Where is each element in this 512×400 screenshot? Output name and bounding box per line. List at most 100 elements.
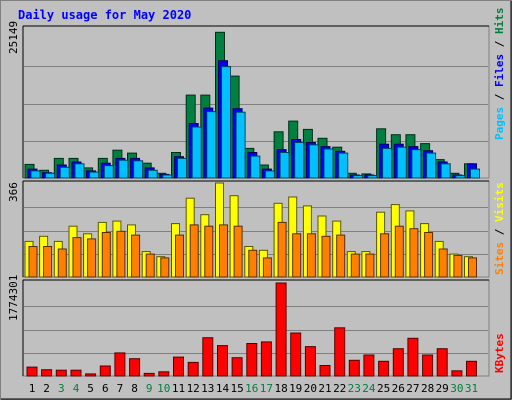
x-tick-label-day-7: 7	[117, 382, 124, 395]
bar-kbytes-day-3	[55, 369, 67, 377]
x-tick-label-day-29: 29	[436, 382, 449, 395]
x-tick-label-day-18: 18	[274, 382, 287, 395]
bar-kbytes-day-18	[275, 282, 287, 377]
x-tick-label-day-14: 14	[216, 382, 230, 395]
panel-visits-sites: 366 Sites / Visits	[7, 180, 506, 278]
bar-sites-day-19	[292, 233, 302, 278]
bars	[26, 282, 477, 377]
bar-pages-day-4	[74, 163, 85, 179]
bar-kbytes-day-25	[378, 360, 390, 377]
bar-kbytes-day-10	[158, 371, 170, 377]
bar-pages-day-15	[235, 111, 246, 179]
bar-pages-day-10	[162, 174, 173, 179]
x-tick-label-day-28: 28	[421, 382, 434, 395]
bar-kbytes-day-28	[422, 354, 434, 377]
x-tick-label-day-11: 11	[172, 382, 185, 395]
legend-part: Pages	[493, 107, 506, 140]
bar-pages-day-6	[103, 165, 114, 179]
bar-pages-day-28	[426, 152, 437, 179]
x-tick-label-day-8: 8	[131, 382, 138, 395]
legend-part: Sites	[493, 242, 506, 275]
bar-sites-day-14	[219, 224, 228, 278]
x-tick-label-day-20: 20	[304, 382, 317, 395]
bar-kbytes-day-15	[231, 357, 243, 377]
bar-sites-day-5	[87, 238, 97, 278]
bar-pages-day-2	[45, 172, 56, 179]
bar-pages-day-5	[89, 171, 100, 179]
x-tick-label-day-31: 31	[465, 382, 478, 395]
bar-kbytes-day-17	[260, 341, 272, 377]
bar-kbytes-day-22	[334, 327, 346, 377]
x-tick-label-day-27: 27	[406, 382, 419, 395]
bar-sites-day-6	[101, 232, 111, 278]
bar-sites-day-22	[336, 234, 346, 278]
x-axis-day-labels: 1 2 3 4 5 6 7 8 9 10 11 12 13 14 15 16 17 18 19 20 21 22 23 24 2…	[29, 382, 478, 395]
bar-kbytes-day-16	[246, 343, 258, 377]
bar-kbytes-day-27	[407, 337, 419, 377]
legend-part: KBytes	[493, 333, 506, 373]
bar-kbytes-day-7	[114, 352, 126, 377]
bar-sites-day-27	[409, 228, 419, 278]
y-max-label: 366	[7, 182, 20, 202]
bar-kbytes-day-13	[202, 337, 214, 377]
legend-part: Files	[493, 54, 506, 87]
bar-sites-day-29	[438, 248, 448, 278]
bar-kbytes-day-29	[436, 348, 448, 377]
x-tick-label-day-6: 6	[102, 382, 109, 395]
bar-pages-day-12	[191, 126, 202, 179]
bar-sites-day-7	[116, 230, 126, 278]
bar-kbytes-day-23	[348, 359, 360, 377]
bar-pages-day-27	[411, 149, 422, 179]
bar-kbytes-day-24	[363, 354, 375, 377]
bar-sites-day-15	[233, 225, 243, 278]
bar-pages-day-8	[133, 160, 144, 179]
bar-pages-day-22	[338, 152, 349, 179]
bar-pages-day-23	[352, 175, 363, 179]
x-tick-label-day-23: 23	[348, 382, 361, 395]
x-tick-label-day-3: 3	[58, 382, 65, 395]
bar-pages-day-29	[440, 163, 451, 179]
bar-sites-day-12	[189, 224, 199, 278]
legend-part: /	[493, 34, 506, 54]
x-tick-label-day-5: 5	[87, 382, 94, 395]
bar-kbytes-day-20	[304, 346, 316, 377]
legend-part: Hits	[493, 8, 506, 35]
bar-pages-day-7	[118, 159, 129, 179]
bar-sites-day-21	[321, 235, 331, 278]
x-tick-label-day-2: 2	[43, 382, 50, 395]
x-tick-label-day-16: 16	[245, 382, 258, 395]
bar-kbytes-day-11	[173, 356, 184, 377]
bar-kbytes-day-26	[392, 348, 404, 377]
x-tick-label-day-22: 22	[333, 382, 346, 395]
bar-kbytes-day-31	[466, 360, 477, 377]
bars	[24, 31, 480, 179]
bar-sites-day-20	[306, 233, 316, 278]
x-tick-label-day-9: 9	[146, 382, 153, 395]
bar-sites-day-25	[380, 233, 390, 278]
bar-kbytes-day-4	[70, 369, 82, 377]
bar-pages-day-19	[294, 142, 305, 179]
legend-part: Visits	[493, 182, 506, 222]
bar-kbytes-day-30	[451, 370, 463, 377]
bar-kbytes-day-6	[99, 365, 111, 377]
bar-sites-day-13	[204, 225, 214, 278]
x-tick-label-day-17: 17	[260, 382, 273, 395]
legend: Pages / Files / Hits	[493, 8, 506, 141]
bar-pages-day-11	[177, 157, 187, 179]
bar-kbytes-day-19	[290, 332, 302, 377]
x-tick-label-day-30: 30	[450, 382, 463, 395]
bar-sites-day-26	[394, 225, 404, 278]
bar-pages-day-14	[221, 66, 231, 179]
bar-pages-day-24	[367, 175, 378, 179]
x-tick-label-day-25: 25	[377, 382, 390, 395]
bar-sites-day-30	[453, 254, 463, 278]
bar-sites-day-10	[160, 257, 170, 278]
bar-pages-day-13	[206, 111, 217, 179]
x-tick-label-day-1: 1	[29, 382, 36, 395]
bar-sites-day-8	[131, 234, 141, 278]
bar-pages-day-25	[382, 147, 393, 179]
x-tick-label-day-4: 4	[73, 382, 80, 395]
bar-pages-day-30	[455, 175, 466, 179]
x-tick-label-day-10: 10	[157, 382, 170, 395]
legend-part: /	[493, 87, 506, 107]
